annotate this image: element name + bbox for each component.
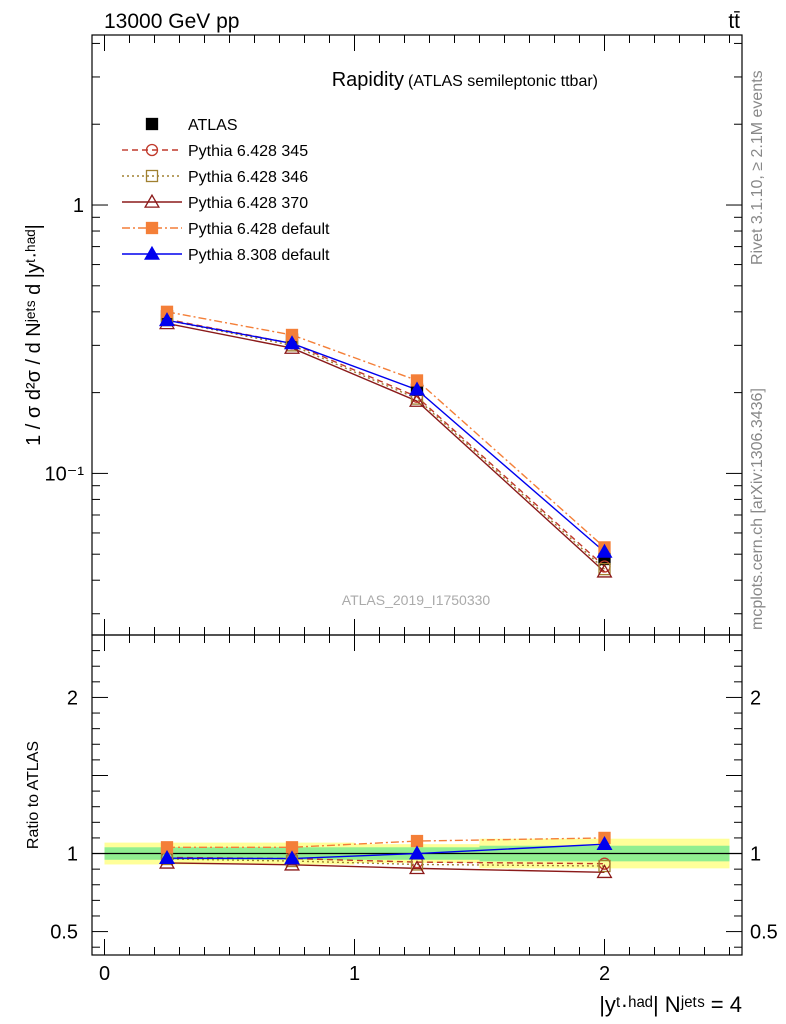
ratio-x-axis: 0 1 2: [99, 635, 730, 985]
legend-label-pythia-6-428-default: Pythia 6.428 default: [188, 221, 330, 238]
mcplots-label: mcplots.cern.ch [arXiv:1306.3436]: [749, 388, 766, 630]
ratio-line-pythia-6-428-default: [167, 837, 605, 848]
main-y-tick-label: 1: [73, 195, 84, 217]
legend-marker-pythia-6-428-345: [145, 143, 159, 157]
ratio-y-tick-label-left: 2: [67, 687, 78, 709]
ratio-line-pythia-8-308-default: [166, 843, 605, 860]
ratio-point-pythia-6-428-370: [596, 864, 613, 879]
ratio-y-tick-label-left: 0.5: [50, 922, 78, 944]
ratio-line-pythia-6-428-370: [166, 862, 605, 873]
x-tick-label: 1: [349, 963, 360, 985]
x-tick-label: 0: [99, 963, 110, 985]
main-point-pythia-8-308-default: [596, 543, 613, 558]
ratio-point-pythia-8-308-default: [159, 850, 175, 865]
ratio-y-tick-label-right: 1: [750, 844, 761, 866]
main-line-pythia-6-428-346: [166, 319, 605, 570]
legend-marker-pythia-6-428-346: [145, 169, 159, 183]
ratio-y-axis: 0.5 0.5 1 1 2 2: [50, 634, 778, 948]
ratio-point-pythia-8-308-default: [596, 835, 613, 850]
ratio-frame: [91, 634, 743, 956]
main-series-lines: [166, 311, 605, 573]
legend-marker-pythia-6-428-default: [145, 221, 159, 235]
ratio-point-pythia-8-308-default: [409, 845, 425, 860]
legend-marker-pythia-8-308-default: [144, 245, 160, 260]
main-line-pythia-6-428-345: [166, 318, 605, 568]
legend: ATLAS Pythia 6.428 345 Pythia 6.428 346 Pyt…: [122, 117, 330, 264]
legend-marker-atlas: [145, 117, 159, 131]
main-line-pythia-6-428-370: [166, 322, 605, 573]
ratio-point-pythia-6-428-370: [409, 860, 425, 875]
legend-marker-pythia-6-428-370: [144, 193, 160, 208]
x-axis-label: |yᵗ·ʰᵃᵈ| Nʲᵉᵗˢ = 4: [599, 992, 742, 1017]
chart-subtitle: (ATLAS semileptonic ttbar): [408, 73, 598, 90]
main-panel: 10⁻¹ 1 Rapidity (ATLAS semileptonic ttbar…: [23, 34, 743, 636]
main-series-markers: [159, 305, 613, 578]
ratio-point-pythia-8-308-default: [284, 850, 300, 865]
legend-label-pythia-8-308-default: Pythia 8.308 default: [188, 247, 330, 264]
ratio-point-pythia-6-428-346: [598, 859, 611, 873]
main-point-pythia-8-308-default: [409, 381, 425, 396]
ratio-y-axis-label: Ratio to ATLAS: [25, 741, 42, 849]
main-y-axis-label: 1 / σ d²σ / d Nʲᵉᵗˢ d |yᵗ·ʰᵃᵈ|: [23, 224, 45, 446]
ratio-y-tick-label-left: 1: [67, 844, 78, 866]
main-line-pythia-8-308-default: [166, 319, 605, 553]
x-tick-label: 2: [599, 963, 610, 985]
legend-label-atlas: ATLAS: [188, 117, 238, 134]
legend-label-pythia-6-428-346: Pythia 6.428 346: [188, 169, 308, 186]
main-x-ticks: [104, 35, 730, 635]
main-point-pythia-8-308-default: [159, 312, 175, 327]
rivet-label: Rivet 3.1.10, ≥ 2.1M events: [749, 70, 766, 265]
legend-label-pythia-6-428-345: Pythia 6.428 345: [188, 143, 308, 160]
ratio-point-pythia-6-428-default: [410, 834, 424, 848]
ratio-series-markers: [159, 831, 613, 879]
main-line-pythia-6-428-default: [166, 311, 605, 548]
ratio-panel: 0.5 0.5 1 1 2 2 0 1 2 Ratio to ATLAS |yᵗ·ʰᵃᵈ| N…: [25, 634, 778, 1017]
analysis-id: ATLAS_2019_I1750330: [342, 592, 491, 608]
ratio-series-lines: [166, 837, 605, 873]
chart-title: Rapidity: [332, 69, 404, 91]
legend-label-pythia-6-428-370: Pythia 6.428 370: [188, 195, 308, 212]
process-label: tt̄: [728, 10, 740, 33]
main-point-pythia-6-428-370: [596, 563, 613, 578]
ratio-y-tick-label-right: 0.5: [750, 922, 778, 944]
main-y-axis: 10⁻¹ 1: [45, 42, 742, 615]
main-y-tick-label: 10⁻¹: [45, 463, 85, 485]
ratio-y-tick-label-right: 2: [750, 687, 761, 709]
energy-label: 13000 GeV pp: [104, 10, 239, 33]
main-point-pythia-8-308-default: [284, 335, 300, 350]
main-point-pythia-6-428-370: [409, 392, 425, 407]
